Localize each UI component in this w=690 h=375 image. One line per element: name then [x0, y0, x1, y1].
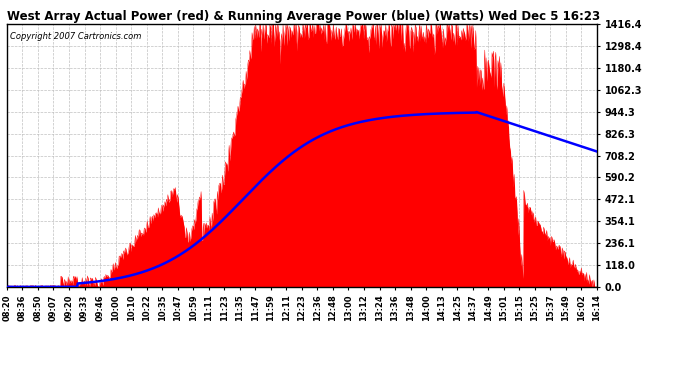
Text: West Array Actual Power (red) & Running Average Power (blue) (Watts) Wed Dec 5 1: West Array Actual Power (red) & Running … [7, 10, 600, 23]
Text: Copyright 2007 Cartronics.com: Copyright 2007 Cartronics.com [10, 32, 141, 41]
